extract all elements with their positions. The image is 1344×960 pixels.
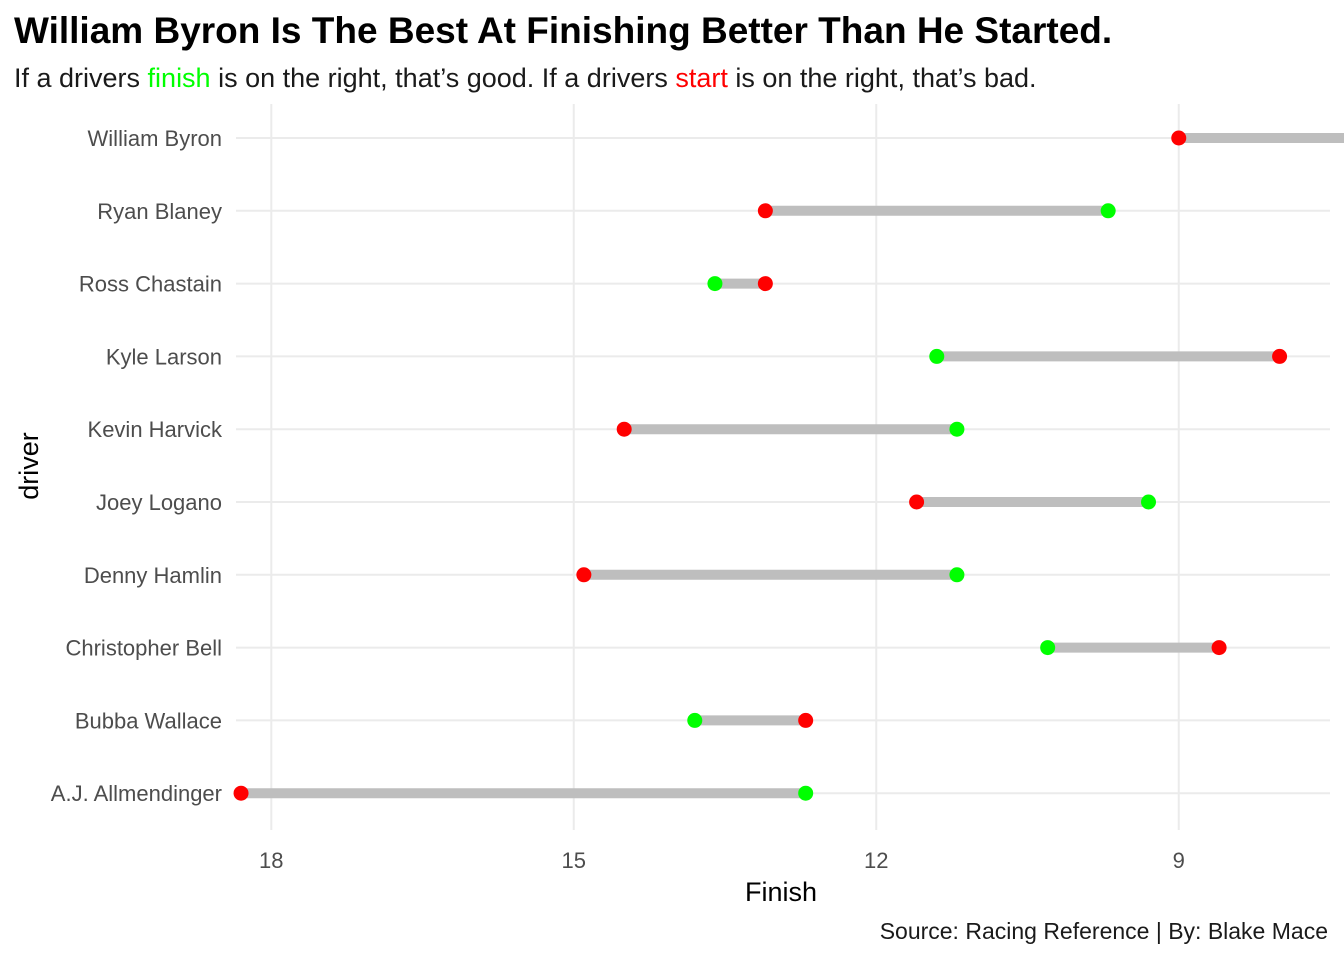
subtitle-part-1: finish	[147, 63, 211, 93]
start-point-8	[798, 712, 814, 728]
finish-point-7	[1040, 640, 1056, 656]
finish-point-9	[798, 785, 814, 801]
y-axis-title: driver	[14, 432, 44, 500]
start-point-5	[909, 494, 925, 510]
x-tick-labels: 18 15 12 9	[259, 848, 1185, 873]
x-axis-title: Finish	[745, 877, 817, 907]
chart-subtitle: If a drivers finish is on the right, tha…	[14, 63, 1037, 94]
finish-point-5	[1141, 494, 1157, 510]
start-point-2	[757, 276, 773, 292]
start-point-4	[616, 421, 632, 437]
y-tick-label: Denny Hamlin	[84, 563, 222, 588]
points	[233, 130, 1288, 801]
finish-point-4	[949, 421, 965, 437]
finish-point-2	[707, 276, 723, 292]
y-tick-label: Ross Chastain	[79, 272, 222, 297]
y-tick-label: Bubba Wallace	[75, 708, 222, 733]
y-tick-labels: William Byron Ryan Blaney Ross Chastain Kyl…	[51, 126, 223, 806]
y-tick-label: Kevin Harvick	[88, 417, 223, 442]
x-tick-label: 9	[1173, 848, 1185, 873]
y-tick-label: A.J. Allmendinger	[51, 781, 222, 806]
chart-title: William Byron Is The Best At Finishing B…	[14, 10, 1113, 51]
x-tick-label: 15	[562, 848, 586, 873]
start-point-3	[1272, 348, 1288, 364]
finish-point-6	[949, 567, 965, 583]
start-point-7	[1211, 640, 1227, 656]
chart-caption: Source: Racing Reference | By: Blake Mac…	[879, 918, 1328, 944]
subtitle-part-0: If a drivers	[14, 63, 148, 93]
x-tick-label: 18	[259, 848, 283, 873]
y-tick-label: Kyle Larson	[106, 344, 222, 369]
y-tick-label: William Byron	[88, 126, 222, 151]
start-point-9	[233, 785, 249, 801]
subtitle-part-2: is on the right, that’s good. If a drive…	[210, 63, 676, 93]
subtitle-part-4: is on the right, that’s bad.	[727, 63, 1037, 93]
y-tick-label: Joey Logano	[96, 490, 222, 515]
start-point-1	[757, 203, 773, 219]
start-point-0	[1171, 130, 1187, 146]
start-point-6	[576, 567, 592, 583]
y-tick-label: Ryan Blaney	[97, 199, 222, 224]
subtitle-part-3: start	[675, 63, 728, 93]
finish-point-8	[687, 712, 703, 728]
finish-point-1	[1100, 203, 1116, 219]
y-tick-label: Christopher Bell	[65, 636, 222, 661]
finish-point-3	[929, 348, 945, 364]
x-tick-label: 12	[864, 848, 888, 873]
segments	[241, 133, 1344, 799]
